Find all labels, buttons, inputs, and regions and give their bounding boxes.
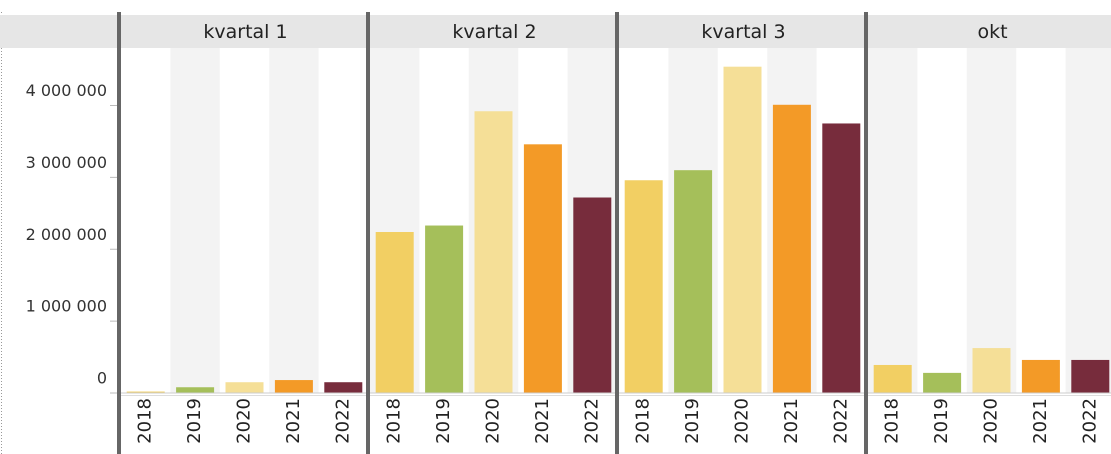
panel-header: okt <box>977 21 1007 43</box>
bar <box>923 372 962 393</box>
bar <box>126 391 165 393</box>
y-tick-label: 4 000 000 <box>26 81 107 100</box>
panel-separator <box>864 12 868 454</box>
x-tick-label: 2022 <box>581 398 602 444</box>
x-tick-label: 2019 <box>433 398 454 444</box>
x-tick-label: 2019 <box>682 398 703 444</box>
panel-header: kvartal 1 <box>203 21 287 43</box>
bar <box>972 348 1011 393</box>
x-tick-label: 2022 <box>830 398 851 444</box>
column-band <box>269 48 319 393</box>
panel-separator <box>615 12 619 454</box>
bar <box>822 123 861 393</box>
x-tick-label: 2020 <box>483 398 504 444</box>
bar <box>225 382 264 393</box>
x-tick-label: 2021 <box>1030 398 1051 444</box>
bar <box>324 382 363 393</box>
bar <box>674 170 713 393</box>
bar <box>474 111 513 393</box>
header-band <box>0 15 1111 48</box>
x-tick-label: 2021 <box>781 398 802 444</box>
x-tick-label: 2022 <box>1079 398 1100 444</box>
x-tick-label: 2018 <box>633 398 654 444</box>
y-tick-label: 0 <box>97 369 107 388</box>
foreground: 0 1 000 000 2 000 000 3 000 000 4 000 000 kva… <box>26 12 1111 454</box>
column-band <box>1065 48 1111 393</box>
x-tick-label: 2019 <box>184 398 205 444</box>
x-tick-label: 2020 <box>732 398 753 444</box>
x-tick-label: 2018 <box>882 398 903 444</box>
x-tick-label: 2021 <box>283 398 304 444</box>
x-tick-label: 2022 <box>332 398 353 444</box>
bar <box>723 66 762 393</box>
bar <box>523 144 562 393</box>
bar <box>573 197 612 393</box>
column-band <box>170 48 220 393</box>
y-tick-label: 2 000 000 <box>26 225 107 244</box>
bar <box>873 364 912 393</box>
panel-separator <box>366 12 370 454</box>
bar <box>375 232 414 393</box>
column-band <box>966 48 1017 393</box>
x-tick-label: 2018 <box>384 398 405 444</box>
x-tick-label: 2019 <box>931 398 952 444</box>
x-tick-label: 2021 <box>532 398 553 444</box>
bar <box>1021 359 1060 393</box>
bar <box>176 387 215 393</box>
x-tick-label: 2020 <box>981 398 1002 444</box>
panel-header: kvartal 3 <box>701 21 785 43</box>
bar <box>772 104 811 393</box>
x-tick-label: 2018 <box>135 398 156 444</box>
bar <box>274 380 313 393</box>
bar <box>1071 359 1110 393</box>
panel-separator <box>117 12 121 454</box>
x-tick-label: 2020 <box>234 398 255 444</box>
panel-header: kvartal 2 <box>452 21 536 43</box>
bar <box>425 225 464 393</box>
y-tick-label: 1 000 000 <box>26 297 107 316</box>
bar <box>624 180 663 393</box>
y-tick-label: 3 000 000 <box>26 153 107 172</box>
column-band <box>868 48 918 393</box>
